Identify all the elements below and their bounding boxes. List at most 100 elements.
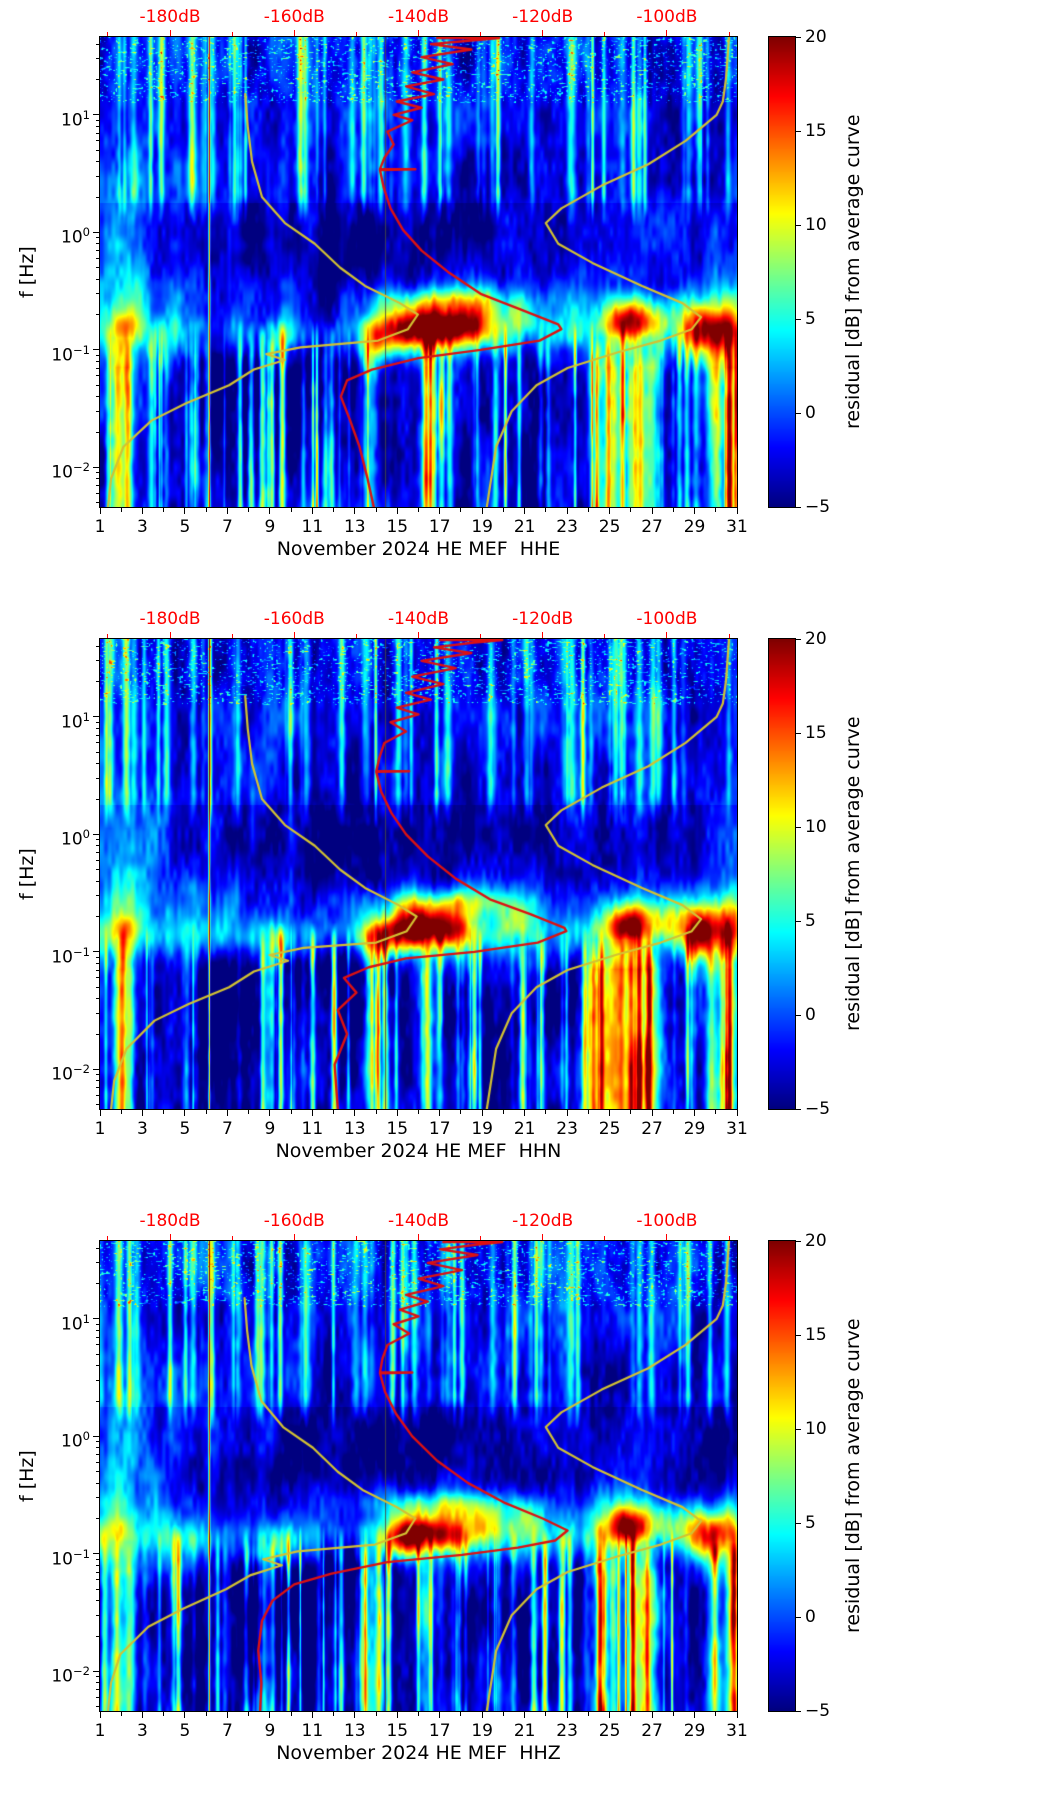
colorbar-tick-label: 15 — [805, 121, 827, 141]
y-minor-tick — [96, 314, 99, 315]
y-minor-tick — [96, 956, 99, 958]
y-minor-tick — [96, 1706, 99, 1708]
colorbar-tick-label: 0 — [805, 1005, 816, 1025]
y-minor-tick — [96, 1682, 99, 1684]
y-minor-tick — [96, 354, 99, 356]
x-tick — [566, 1110, 568, 1116]
y-minor-tick — [96, 859, 99, 861]
x-tick — [269, 1712, 271, 1718]
x-minor-tick — [205, 508, 207, 512]
x-minor-tick — [545, 508, 547, 512]
x-tick — [226, 508, 228, 514]
y-minor-tick — [96, 1400, 99, 1402]
top-axis-minor-tick — [107, 1236, 109, 1240]
top-axis-tick — [666, 632, 668, 638]
top-db-label: -180dB — [139, 609, 201, 629]
x-tick-label: 5 — [179, 1721, 191, 1741]
top-axis-minor-tick — [728, 32, 730, 36]
colorbar-tick-label: 20 — [805, 1231, 827, 1251]
x-tick — [184, 508, 186, 514]
colorbar-tick — [796, 130, 801, 132]
y-minor-tick — [96, 196, 99, 198]
y-minor-tick — [96, 869, 99, 871]
colorbar-tick — [796, 1522, 801, 1524]
spectrogram-canvas — [100, 639, 737, 1109]
top-axis-tick — [418, 1234, 419, 1240]
y-minor-tick — [96, 132, 99, 134]
x-minor-tick — [715, 508, 717, 512]
y-tick-label: 10−1 — [51, 944, 90, 968]
y-minor-tick — [96, 237, 99, 239]
colorbar-tick-label: 10 — [805, 1419, 827, 1439]
y-minor-tick — [96, 375, 99, 377]
x-tick-label: 11 — [301, 517, 324, 537]
colorbar-tick — [796, 638, 801, 640]
y-minor-tick — [96, 1676, 99, 1678]
top-db-label: -140dB — [387, 609, 450, 629]
top-db-label: -180dB — [139, 1211, 201, 1231]
top-axis-tick — [293, 632, 295, 638]
y-minor-tick — [96, 751, 99, 753]
colorbar-tick-label: −5 — [805, 1099, 831, 1119]
top-axis-minor-tick — [107, 32, 109, 36]
y-minor-tick — [96, 798, 99, 800]
x-tick — [226, 1110, 228, 1116]
y-minor-tick — [96, 977, 99, 979]
y-minor-tick — [96, 1588, 99, 1590]
x-tick — [609, 1110, 611, 1116]
y-minor-tick — [96, 119, 99, 121]
y-tick-label: 10−2 — [51, 460, 90, 484]
top-db-label: -140dB — [387, 1211, 450, 1231]
x-tick-label: 13 — [343, 1119, 366, 1139]
y-minor-tick — [96, 734, 99, 736]
y-minor-tick — [96, 660, 99, 662]
x-tick — [524, 1110, 526, 1116]
colorbar-tick-label: 10 — [805, 817, 827, 837]
x-tick — [481, 1712, 483, 1718]
top-db-label: -180dB — [139, 7, 201, 27]
x-tick-label: 29 — [683, 517, 706, 537]
x-tick — [99, 1110, 101, 1116]
x-minor-tick — [715, 1712, 717, 1716]
colorbar-tick-label: 0 — [805, 1607, 816, 1627]
y-minor-tick — [96, 962, 99, 964]
x-tick-label: 15 — [386, 1119, 409, 1139]
x-minor-tick — [460, 1110, 462, 1114]
x-tick — [354, 1712, 356, 1718]
x-tick-label: 1 — [94, 1119, 106, 1139]
y-minor-tick — [96, 1558, 99, 1560]
x-minor-tick — [672, 1110, 674, 1114]
plot-frame — [99, 1240, 738, 1712]
top-axis-minor-tick — [355, 634, 357, 638]
y-minor-tick — [96, 1518, 99, 1519]
x-tick-label: 27 — [641, 1119, 663, 1139]
y-minor-tick — [96, 360, 99, 362]
colorbar-tick-label: −5 — [805, 1701, 831, 1721]
x-tick — [609, 1712, 611, 1718]
x-tick-label: 7 — [221, 1721, 233, 1741]
y-tick — [93, 114, 99, 116]
colorbar-frame — [768, 1240, 796, 1712]
x-tick — [99, 1712, 101, 1718]
x-tick-label: 31 — [726, 1119, 748, 1139]
x-minor-tick — [502, 1712, 504, 1716]
x-minor-tick — [333, 1110, 335, 1114]
y-tick — [93, 1068, 99, 1070]
top-axis-tick — [169, 1234, 171, 1240]
y-minor-tick — [96, 895, 99, 897]
top-axis-tick — [542, 30, 544, 36]
x-tick-label: 15 — [386, 517, 409, 537]
top-axis-minor-tick — [480, 634, 482, 638]
x-axis-title: November 2024 HE MEF HHN — [275, 1140, 562, 1162]
x-tick — [651, 508, 653, 514]
x-minor-tick — [460, 1712, 462, 1716]
x-tick — [566, 1712, 568, 1718]
x-minor-tick — [290, 508, 292, 512]
x-tick-label: 23 — [556, 517, 578, 537]
x-tick — [694, 1110, 696, 1116]
y-minor-tick — [96, 79, 99, 80]
x-tick-label: 1 — [94, 1721, 106, 1741]
y-tick-label: 100 — [61, 225, 90, 249]
y-minor-tick — [96, 1689, 99, 1691]
colorbar-label: residual [dB] from average curve — [842, 1318, 864, 1634]
